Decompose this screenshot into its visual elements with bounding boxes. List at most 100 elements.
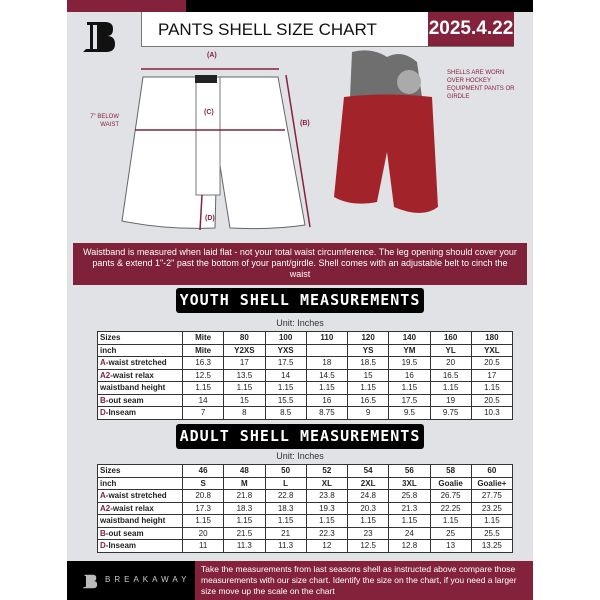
table-cell: M	[223, 476, 266, 490]
table-cell: 56	[388, 464, 431, 478]
table-cell: 48	[223, 464, 266, 478]
label-a: (A)	[207, 52, 217, 59]
table-cell: 80	[223, 331, 266, 345]
table-row: A2-waist relax 17.3 18.3 18.3 19.3 20.3 21.3 22…	[97, 501, 514, 515]
table-cell: 9	[346, 406, 390, 420]
table-cell: 180	[470, 331, 514, 345]
table-row: A2-waist relax 12.5 13.5 14 14.5 15 16 16.5 17	[97, 368, 514, 382]
row-label: A2-waist relax	[97, 501, 183, 515]
measure-code: A	[100, 358, 106, 367]
table-cell: 1.15	[223, 381, 266, 395]
table-cell: 17	[223, 356, 266, 370]
row-label: D-Inseam	[97, 406, 183, 420]
table-cell: 25	[429, 526, 472, 540]
table-cell: 54	[346, 464, 390, 478]
footer-brand-block: BREAKAWAY	[67, 561, 195, 600]
table-cell: 1.15	[264, 381, 307, 395]
table-row: A-waist stretched 20.8 21.8 22.8 23.8 24.8 25.…	[97, 489, 514, 503]
table-cell: 11.3	[264, 539, 307, 553]
table-cell: 8	[223, 406, 266, 420]
table-cell: 8.75	[305, 406, 349, 420]
table-row: waistband height 1.15 1.15 1.15 1.15 1.15 1.15…	[97, 381, 514, 395]
table-cell: 27.75	[470, 489, 514, 503]
table-cell: 20	[429, 356, 472, 370]
table-cell: 1.15	[305, 381, 349, 395]
table-cell: 1.15	[388, 381, 431, 395]
table-cell: 16.5	[346, 393, 390, 407]
table-cell: 19.5	[388, 356, 431, 370]
youth-size-table: Sizes Mite 80 100 110 120 140 160 180 inch Mite Y2X…	[97, 331, 514, 420]
table-cell: S	[181, 476, 225, 490]
table-cell: 7	[181, 406, 225, 420]
table-cell: YM	[388, 343, 431, 357]
table-cell: 20.3	[346, 501, 390, 515]
table-row: B-out seam 14 15 15.5 16 16.5 17.5 19 20.5	[97, 393, 514, 407]
table-cell: 24	[388, 526, 431, 540]
breakaway-small-logo-icon	[82, 574, 98, 589]
table-cell: YL	[429, 343, 472, 357]
table-cell: 17.5	[264, 356, 307, 370]
table-cell: 1.15	[388, 514, 431, 528]
table-cell: Goalie	[429, 476, 472, 490]
table-cell: 160	[429, 331, 472, 345]
table-cell: 1.15	[264, 514, 307, 528]
table-cell: 1.15	[181, 381, 225, 395]
table-cell: 13.5	[223, 368, 266, 382]
footer: BREAKAWAY Take the measurements from las…	[67, 561, 533, 600]
title-box: PANTS SHELL SIZE CHART 2025.4.22	[141, 12, 514, 47]
table-cell: 1.15	[470, 381, 514, 395]
table-cell: 1.15	[181, 514, 225, 528]
row-label: A2-waist relax	[97, 368, 183, 382]
table-row: Sizes Mite 80 100 110 120 140 160 180	[97, 331, 514, 345]
table-cell: 25.5	[470, 526, 514, 540]
shell-photo-illustration	[334, 50, 438, 213]
table-cell: 1.15	[429, 514, 472, 528]
table-cell: 23.25	[470, 501, 514, 515]
brand-name: BREAKAWAY	[105, 575, 191, 584]
label-c: (C)	[204, 109, 214, 116]
table-cell: 140	[388, 331, 431, 345]
table-cell: 1.15	[470, 514, 514, 528]
table-cell: 46	[181, 464, 225, 478]
table-row: Sizes 46 48 50 52 54 56 58 60	[97, 464, 514, 478]
table-cell: 16	[388, 368, 431, 382]
measure-code: D	[100, 541, 106, 550]
table-cell: 60	[470, 464, 514, 478]
table-cell: 18.3	[223, 501, 266, 515]
size-chart-page: PANTS SHELL SIZE CHART 2025.4.22 (A) (C)…	[67, 0, 533, 600]
page-title: PANTS SHELL SIZE CHART	[158, 20, 377, 39]
table-cell: YXS	[264, 343, 307, 357]
table-cell: 18	[305, 356, 349, 370]
table-cell: 13.25	[470, 539, 514, 553]
table-cell: 16.5	[429, 368, 472, 382]
table-cell: Goalie+	[470, 476, 514, 490]
table-cell: 19.3	[305, 501, 349, 515]
table-cell: 22.3	[305, 526, 349, 540]
measure-code: A2	[100, 503, 111, 513]
table-cell: 16	[305, 393, 349, 407]
table-cell: 1.15	[429, 381, 472, 395]
table-cell: 3XL	[388, 476, 431, 490]
row-label: waistband height	[97, 514, 183, 528]
adult-unit: Unit: Inches	[276, 451, 324, 461]
label-b: (B)	[300, 120, 310, 127]
table-cell: 20.5	[470, 393, 514, 407]
table-cell: 13	[429, 539, 472, 553]
table-cell: 18.3	[264, 501, 307, 515]
table-cell: XL	[305, 476, 349, 490]
table-cell: 52	[305, 464, 349, 478]
table-cell: 19	[429, 393, 472, 407]
table-cell: 20.8	[181, 489, 225, 503]
row-label: A-waist stretched	[97, 356, 183, 370]
pants-diagram: (A) (C) (B) (D) 7" BELOW WAIST SHELLS AR…	[67, 47, 533, 242]
row-label: inch	[97, 343, 183, 357]
top-bar-accent	[67, 0, 186, 12]
table-cell: Mite	[181, 343, 225, 357]
table-row: inch S M L XL 2XL 3XL Goalie Goalie+	[97, 476, 514, 490]
table-cell: 58	[429, 464, 472, 478]
table-row: B-out seam 20 21.5 21 22.3 23 24 25 25.5	[97, 526, 514, 540]
table-cell: 12.5	[181, 368, 225, 382]
table-cell: 120	[346, 331, 390, 345]
table-row: inch Mite Y2XS YXS YS YM YL YXL	[97, 343, 514, 357]
top-bar	[67, 0, 533, 12]
